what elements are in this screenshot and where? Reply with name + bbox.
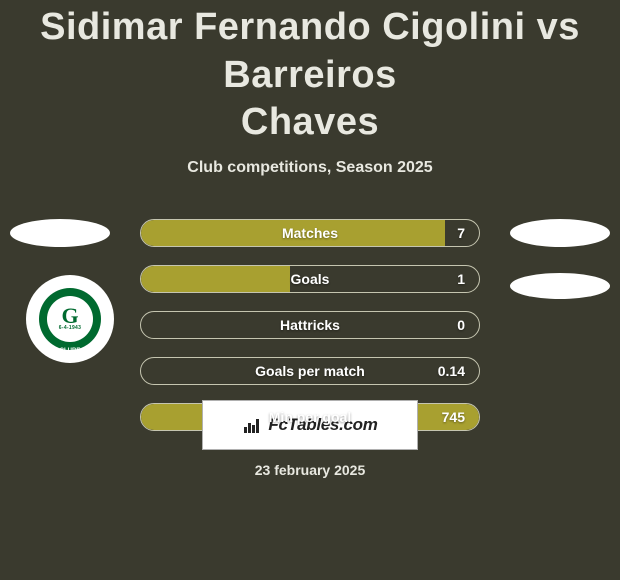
- player-right-placeholder-1: [510, 219, 610, 247]
- title-line-2: Chaves: [241, 101, 379, 143]
- page-title: Sidimar Fernando Cigolini vs Barreiros C…: [0, 0, 620, 147]
- stat-label: Hattricks: [141, 317, 479, 333]
- stat-value: 7: [457, 225, 465, 241]
- stat-label: Matches: [141, 225, 479, 241]
- badge-center: G 6-4-1943: [47, 296, 93, 342]
- stat-label: Goals per match: [141, 363, 479, 379]
- badge-date: 6-4-1943: [59, 325, 81, 331]
- player-right-placeholder-2: [510, 273, 610, 299]
- stat-value: 0.14: [438, 363, 465, 379]
- stat-value: 1: [457, 271, 465, 287]
- infographic-container: Sidimar Fernando Cigolini vs Barreiros C…: [0, 0, 620, 580]
- stat-row-gpm: Goals per match 0.14: [140, 357, 480, 385]
- badge-text-top: GOIAS ESPORTE: [26, 284, 114, 290]
- stat-value: 0: [457, 317, 465, 333]
- stat-row-matches: Matches 7: [140, 219, 480, 247]
- main-area: GOIAS ESPORTE CLUBE G 6-4-1943 Matches 7…: [0, 219, 620, 449]
- subtitle: Club competitions, Season 2025: [0, 159, 620, 177]
- stat-row-goals: Goals 1: [140, 265, 480, 293]
- badge-letter: G: [61, 306, 78, 326]
- date-label: 23 february 2025: [0, 462, 620, 478]
- stats-column: Matches 7 Goals 1 Hattricks 0 Goals per …: [140, 219, 480, 449]
- stat-label: Goals: [141, 271, 479, 287]
- club-badge: GOIAS ESPORTE CLUBE G 6-4-1943: [26, 275, 114, 363]
- player-left-placeholder: [10, 219, 110, 247]
- title-line-1: Sidimar Fernando Cigolini vs Barreiros: [40, 6, 580, 96]
- stat-value: 745: [442, 409, 465, 425]
- stat-label: Min per goal: [141, 409, 479, 425]
- badge-text-bottom: CLUBE: [26, 348, 114, 354]
- fctables-watermark: FcTables.com: [202, 400, 418, 450]
- stat-row-hattricks: Hattricks 0: [140, 311, 480, 339]
